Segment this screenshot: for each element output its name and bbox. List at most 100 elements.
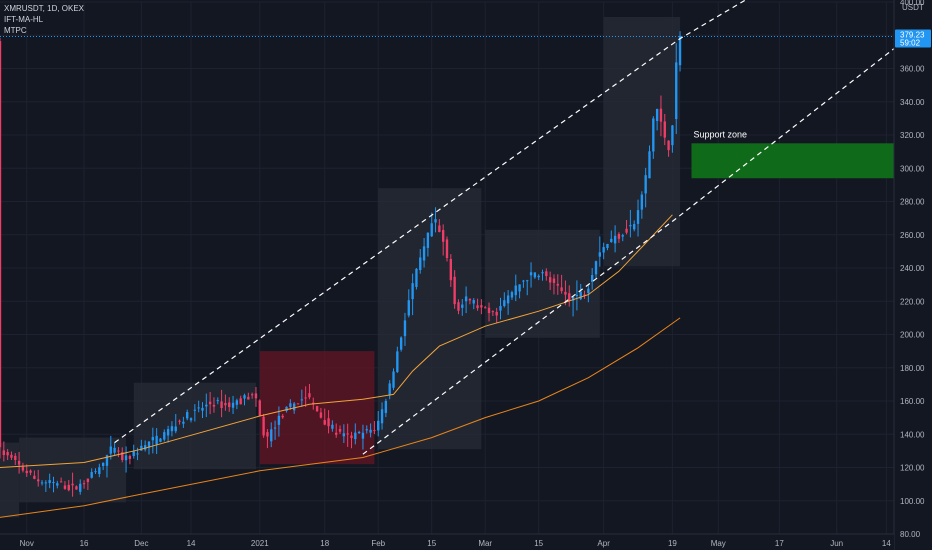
candle[interactable] bbox=[602, 247, 605, 253]
candle[interactable] bbox=[671, 125, 674, 146]
candle[interactable] bbox=[373, 430, 376, 432]
candle[interactable] bbox=[243, 395, 246, 399]
candle[interactable] bbox=[411, 283, 414, 300]
candle[interactable] bbox=[124, 455, 128, 461]
candle[interactable] bbox=[228, 402, 231, 408]
candle[interactable] bbox=[449, 259, 453, 281]
candle[interactable] bbox=[587, 288, 590, 294]
candle[interactable] bbox=[407, 300, 410, 316]
candle[interactable] bbox=[327, 418, 330, 427]
candle[interactable] bbox=[155, 435, 158, 445]
range-box[interactable] bbox=[378, 188, 482, 450]
candle[interactable] bbox=[468, 298, 472, 301]
candle[interactable] bbox=[174, 426, 177, 432]
candle[interactable] bbox=[396, 351, 399, 372]
candle[interactable] bbox=[308, 393, 311, 398]
candle[interactable] bbox=[33, 475, 36, 479]
candle[interactable] bbox=[10, 454, 13, 458]
candle[interactable] bbox=[109, 446, 112, 454]
candle[interactable] bbox=[667, 140, 670, 151]
candle[interactable] bbox=[315, 406, 319, 412]
candle[interactable] bbox=[675, 62, 678, 120]
candle[interactable] bbox=[71, 483, 74, 486]
support-zone[interactable] bbox=[691, 143, 894, 179]
candle[interactable] bbox=[189, 418, 193, 421]
candle[interactable] bbox=[254, 393, 258, 399]
candle[interactable] bbox=[491, 311, 495, 313]
candle[interactable] bbox=[583, 294, 586, 296]
candle[interactable] bbox=[216, 400, 219, 402]
candle[interactable] bbox=[37, 479, 40, 482]
candle[interactable] bbox=[434, 219, 437, 223]
ma-fast-line[interactable] bbox=[0, 214, 673, 468]
candle[interactable] bbox=[392, 371, 395, 388]
candle[interactable] bbox=[377, 420, 380, 431]
candle[interactable] bbox=[331, 424, 334, 429]
candle[interactable] bbox=[652, 118, 655, 152]
candle[interactable] bbox=[522, 280, 525, 282]
candle[interactable] bbox=[629, 224, 632, 227]
candle[interactable] bbox=[193, 409, 197, 411]
candle[interactable] bbox=[212, 404, 216, 407]
candle[interactable] bbox=[556, 283, 559, 286]
candle[interactable] bbox=[277, 415, 281, 425]
candle[interactable] bbox=[101, 462, 105, 466]
candle[interactable] bbox=[648, 151, 651, 179]
candle[interactable] bbox=[29, 470, 32, 473]
candle[interactable] bbox=[537, 275, 540, 278]
candle[interactable] bbox=[14, 455, 17, 460]
candle[interactable] bbox=[644, 175, 647, 194]
channel-lower-line[interactable] bbox=[362, 48, 895, 455]
candle[interactable] bbox=[163, 432, 166, 440]
candle[interactable] bbox=[510, 292, 514, 298]
candle[interactable] bbox=[403, 320, 407, 337]
candle[interactable] bbox=[136, 453, 139, 455]
candle[interactable] bbox=[453, 276, 456, 305]
candle[interactable] bbox=[143, 445, 147, 450]
candle[interactable] bbox=[323, 420, 326, 425]
candle[interactable] bbox=[56, 483, 59, 486]
candle[interactable] bbox=[461, 304, 464, 308]
candle[interactable] bbox=[426, 232, 430, 248]
candle[interactable] bbox=[86, 478, 90, 483]
candle[interactable] bbox=[197, 407, 200, 409]
candle[interactable] bbox=[625, 228, 628, 233]
candle[interactable] bbox=[365, 429, 368, 431]
candle[interactable] bbox=[564, 291, 567, 295]
candle[interactable] bbox=[67, 484, 70, 491]
range-box[interactable] bbox=[133, 382, 256, 470]
candle[interactable] bbox=[590, 275, 594, 282]
candle[interactable] bbox=[533, 272, 537, 278]
range-box[interactable] bbox=[0, 442, 20, 518]
candle[interactable] bbox=[159, 438, 162, 442]
candle[interactable] bbox=[464, 296, 468, 302]
candle[interactable] bbox=[59, 481, 63, 483]
candle[interactable] bbox=[495, 311, 498, 316]
candle[interactable] bbox=[178, 420, 181, 422]
candle[interactable] bbox=[518, 284, 521, 292]
candle[interactable] bbox=[319, 412, 323, 418]
candle[interactable] bbox=[598, 252, 602, 257]
candle[interactable] bbox=[201, 407, 204, 411]
candle[interactable] bbox=[369, 429, 372, 433]
candle[interactable] bbox=[147, 441, 151, 448]
indicator-mtpc[interactable]: MTPC bbox=[4, 26, 27, 35]
candle[interactable] bbox=[361, 432, 365, 439]
candle[interactable] bbox=[484, 307, 487, 309]
candle[interactable] bbox=[121, 452, 124, 461]
candle[interactable] bbox=[633, 224, 636, 230]
candle[interactable] bbox=[90, 472, 93, 478]
range-box[interactable] bbox=[485, 229, 600, 338]
candle[interactable] bbox=[438, 225, 441, 233]
candle[interactable] bbox=[186, 412, 189, 419]
candle[interactable] bbox=[128, 455, 132, 459]
candle[interactable] bbox=[617, 233, 621, 239]
candle[interactable] bbox=[94, 471, 97, 473]
candle[interactable] bbox=[285, 406, 288, 411]
candle[interactable] bbox=[526, 280, 529, 282]
candle[interactable] bbox=[663, 121, 666, 138]
candle[interactable] bbox=[335, 432, 338, 435]
candle[interactable] bbox=[594, 261, 598, 275]
candle[interactable] bbox=[270, 429, 273, 442]
candle[interactable] bbox=[79, 483, 82, 492]
